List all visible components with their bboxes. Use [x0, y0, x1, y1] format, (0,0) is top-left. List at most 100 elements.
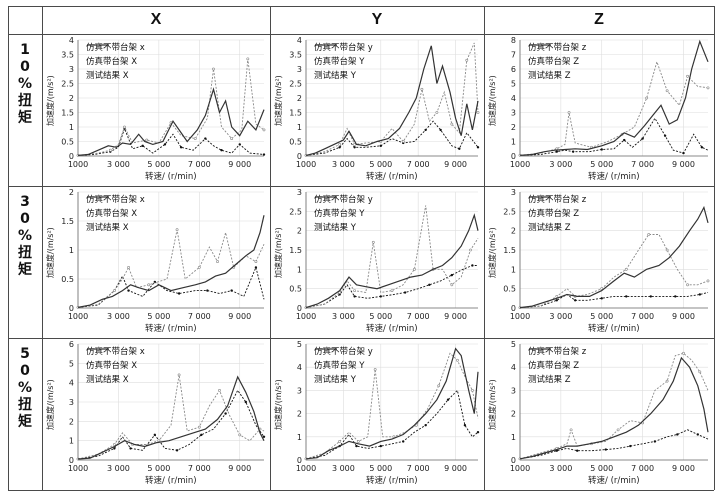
y-axis-label: 加速度/(m/s²)	[274, 379, 283, 430]
series-point	[450, 273, 454, 277]
chart-panel: 0 1 2 3 4 5 1000 3 000 5 000 7 000 9 000 加速度/(m/s²)…	[484, 338, 714, 490]
series-point	[576, 449, 579, 452]
series-line	[519, 352, 709, 460]
series-point	[353, 143, 357, 146]
series-point	[424, 424, 427, 427]
y-tick-label: 2	[69, 188, 74, 197]
series-point	[450, 283, 454, 287]
series-point	[238, 143, 241, 146]
legend-label: 仿真不带台架 z	[528, 195, 587, 205]
y-tick-label: 0	[511, 304, 516, 313]
legend-entry: 仿真带台架 Y	[314, 43, 373, 69]
x-tick-label: 3 000	[332, 312, 355, 321]
y-axis-label: 加速度/(m/s²)	[274, 75, 283, 126]
series-point	[706, 279, 710, 283]
y-axis-label: 加速度/(m/s²)	[46, 75, 55, 126]
series-point	[567, 111, 571, 114]
x-tick-label: 9 000	[672, 312, 695, 321]
legend-key	[529, 196, 551, 198]
y-tick-label: 1.5	[61, 109, 74, 118]
legend-entry: 测试结果 Z	[528, 348, 586, 387]
series-point	[645, 96, 649, 100]
series-line	[305, 352, 479, 460]
series-point	[616, 428, 620, 432]
y-tick-label: 1.5	[61, 217, 74, 226]
series-point	[600, 287, 604, 291]
chart-panel: 0 0.5 1 1.5 2 2.5 3 3.5 4 1000 3 000 5 000 7 000 9 00…	[42, 34, 270, 186]
series-line	[77, 127, 265, 156]
chart-svg: 0 1 2 3 4 5 6 7 8 1000 3 000 5 000 7 000 9 000	[510, 36, 710, 169]
x-tick-label: 1000	[296, 312, 316, 321]
series-point	[428, 283, 431, 286]
series-point	[212, 67, 215, 71]
legend-label: 仿真带台架 X	[86, 361, 138, 371]
y-tick-label: 0.5	[289, 138, 302, 147]
x-tick-label: 9 000	[672, 160, 695, 169]
y-tick-label: 1	[297, 265, 302, 274]
legend-key	[315, 44, 337, 46]
x-tick-label: 9 000	[228, 312, 251, 321]
x-tick-label: 1000	[510, 160, 530, 169]
series-point	[373, 368, 377, 371]
y-tick-label: 3	[297, 188, 302, 197]
x-tick-label: 1000	[68, 464, 88, 473]
y-tick-label: 2	[511, 410, 516, 419]
series-point	[218, 389, 221, 392]
y-tick-label: 0	[69, 304, 74, 313]
y-tick-label: 2	[297, 410, 302, 419]
x-axis-label: 转速/ (r/min)	[366, 476, 418, 486]
series-line	[77, 375, 265, 460]
series-line	[519, 39, 709, 156]
x-tick-label: 7 000	[631, 312, 654, 321]
legend-entry: 测试结果 Z	[528, 196, 586, 235]
chart-panel: 0 0.5 1 1.5 2 1000 3 000 5 000 7 000 9 000 加速度/(m/…	[42, 186, 270, 338]
column-header: Z	[594, 11, 604, 28]
x-axis-label: 转速/ (r/min)	[366, 172, 418, 182]
legend-key	[315, 348, 337, 350]
x-tick-label: 1000	[68, 160, 88, 169]
x-tick-label: 3 000	[332, 464, 355, 473]
series-point	[112, 443, 116, 446]
x-axis-label: 转速/ (r/min)	[145, 476, 197, 486]
series-point	[153, 433, 157, 437]
series-point	[665, 379, 669, 383]
series-line	[77, 87, 265, 156]
series-point	[216, 260, 219, 264]
series-point	[246, 57, 250, 61]
legend-label: 测试结果 X	[86, 223, 129, 233]
y-tick-label: 3	[511, 188, 516, 197]
series-point	[573, 299, 577, 302]
series-point	[450, 122, 454, 126]
chart-legend: 仿真不带台架 x 仿真带台架 X 测试结果 X	[86, 345, 145, 387]
y-tick-label: 6	[69, 340, 74, 349]
grid-hline	[8, 34, 714, 35]
series-point	[665, 89, 669, 93]
legend-label: 仿真不带台架 y	[314, 43, 373, 53]
legend-entry: 仿真带台架 Y	[314, 347, 373, 373]
series-point	[476, 146, 480, 149]
series-point	[141, 144, 144, 148]
y-tick-label: 1	[297, 123, 302, 132]
chart-svg: 0 0.5 1 1.5 2 2.5 3 1000 3 000 5 000 7 000 9 000	[289, 188, 479, 321]
row-label: 1 0 % 扭 矩	[17, 42, 33, 126]
x-tick-label: 3 000	[332, 160, 355, 169]
y-tick-label: 4	[297, 36, 302, 45]
series-point	[435, 111, 439, 114]
y-tick-label: 1.5	[289, 246, 302, 255]
series-point	[353, 289, 357, 293]
column-header: Y	[371, 11, 383, 28]
series-point	[471, 264, 474, 267]
legend-key	[529, 44, 551, 46]
series-point	[379, 444, 382, 448]
chart-svg: 0 0.5 1 1.5 2 2.5 3 3.5 4 1000 3 000 5 000 7 000 9 00…	[61, 36, 266, 169]
series-line	[305, 42, 479, 156]
series-point	[254, 260, 258, 264]
legend-label: 仿真带台架 Z	[528, 209, 580, 219]
series-line	[305, 205, 479, 309]
legend-label: 仿真不带台架 y	[314, 347, 373, 357]
chart-legend: 仿真不带台架 x 仿真带台架 X 测试结果 X	[86, 41, 145, 83]
y-tick-label: 3	[69, 65, 74, 74]
y-tick-label: 2.5	[61, 80, 74, 89]
x-tick-label: 5 000	[147, 464, 170, 473]
series-point	[145, 138, 149, 142]
